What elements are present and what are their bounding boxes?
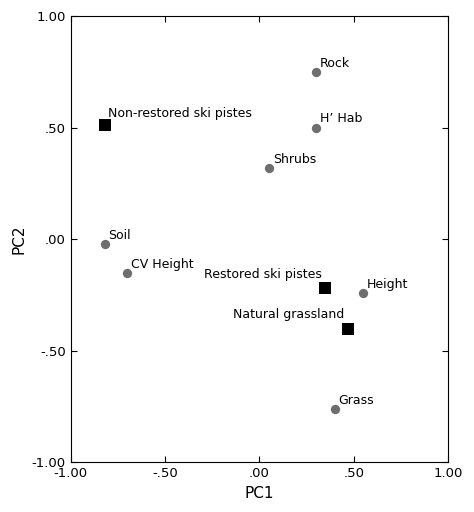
Text: Shrubs: Shrubs	[273, 153, 316, 166]
Y-axis label: PC2: PC2	[11, 225, 26, 254]
Point	[101, 121, 109, 130]
Text: CV Height: CV Height	[131, 258, 194, 270]
Point	[312, 123, 320, 132]
Point	[359, 289, 367, 297]
Text: Soil: Soil	[109, 228, 131, 242]
Text: Height: Height	[367, 278, 409, 291]
Point	[101, 240, 109, 248]
Point	[344, 325, 352, 333]
Text: Grass: Grass	[339, 394, 374, 407]
Text: Rock: Rock	[320, 57, 350, 70]
X-axis label: PC1: PC1	[245, 486, 274, 501]
Point	[265, 164, 273, 172]
Point	[331, 405, 339, 413]
Point	[322, 284, 329, 292]
Text: Natural grassland: Natural grassland	[233, 308, 345, 321]
Text: Non-restored ski pistes: Non-restored ski pistes	[109, 107, 252, 120]
Point	[124, 269, 131, 277]
Text: H’ Hab: H’ Hab	[320, 113, 362, 125]
Point	[312, 68, 320, 76]
Text: Restored ski pistes: Restored ski pistes	[204, 268, 322, 281]
